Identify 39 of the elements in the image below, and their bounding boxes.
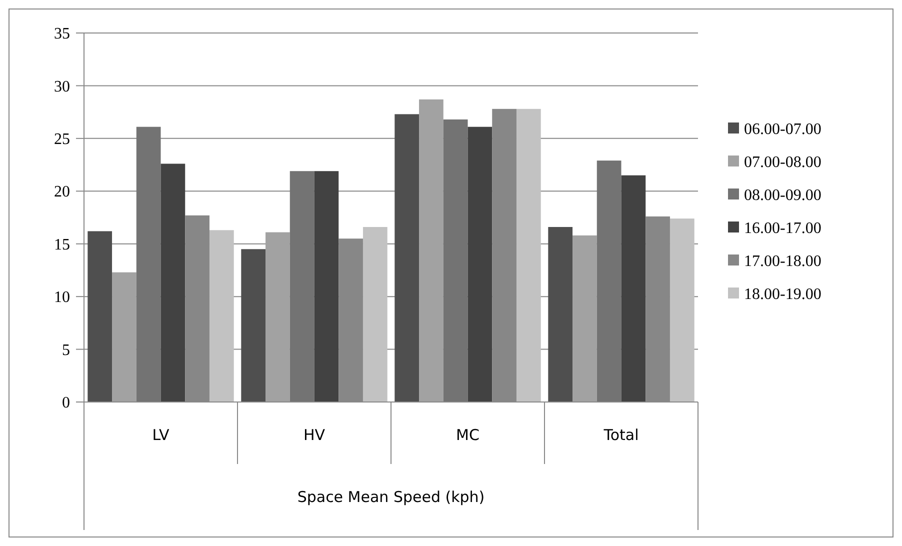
y-tick-label: 10: [54, 289, 70, 306]
bar: [160, 164, 186, 402]
bar: [136, 126, 161, 402]
y-tick-label: 35: [54, 26, 70, 43]
legend-label: 17.00-18.00: [744, 253, 822, 270]
bar: [572, 235, 597, 402]
x-tick-label: LV: [152, 426, 170, 444]
bar: [443, 119, 468, 402]
x-tick-label: MC: [456, 426, 480, 444]
x-tick-label: Total: [602, 426, 639, 444]
y-tick-label: 0: [62, 394, 70, 412]
x-axis-title: Space Mean Speed (kph): [297, 488, 485, 506]
y-tick-label: 15: [54, 236, 70, 254]
bar: [314, 171, 339, 402]
bar: [112, 272, 136, 402]
bar: [290, 171, 314, 402]
legend-label: 07.00-08.00: [744, 154, 822, 172]
bar: [209, 230, 234, 402]
y-tick-label: 20: [54, 184, 70, 201]
legend-label: 08.00-09.00: [744, 187, 822, 204]
bar: [419, 99, 444, 402]
bar: [621, 175, 646, 402]
bar: [670, 218, 694, 402]
bar: [548, 226, 573, 402]
bar: [88, 231, 112, 402]
bar: [362, 226, 388, 402]
bar: [468, 126, 492, 402]
y-tick-label: 30: [54, 78, 70, 96]
y-tick-label: 5: [62, 342, 70, 359]
bar: [266, 232, 290, 402]
bar: [596, 160, 622, 402]
bar: [394, 114, 420, 402]
legend-label: 06.00-07.00: [744, 121, 822, 138]
bar: [516, 108, 541, 402]
x-tick-label: HV: [303, 426, 326, 444]
bar: [241, 249, 266, 402]
y-tick-label: 25: [54, 131, 70, 148]
legend-label: 16.00-17.00: [744, 220, 822, 238]
legend-label: 18.00-19.00: [744, 286, 822, 304]
